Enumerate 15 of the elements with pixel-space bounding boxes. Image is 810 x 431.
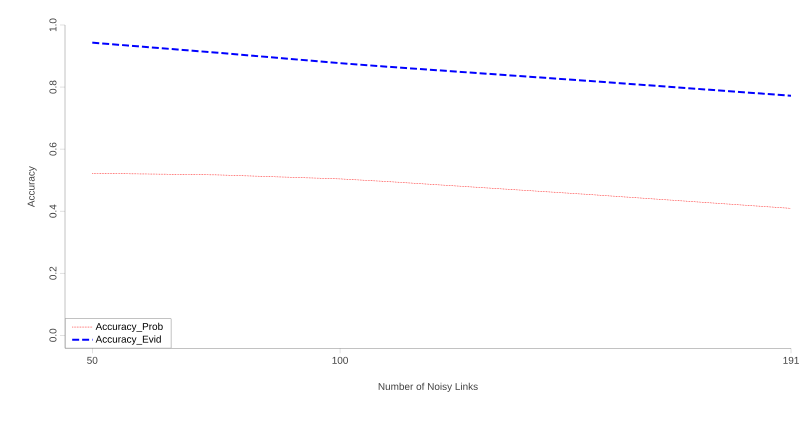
- legend-label: Accuracy_Prob: [96, 322, 163, 332]
- y-tick-label: 0.6: [49, 142, 56, 156]
- y-tick-label: 0.4: [49, 204, 56, 218]
- x-tick-label: 191: [783, 356, 799, 364]
- y-tick-label: 0.2: [49, 266, 56, 280]
- y-tick-label: 0.8: [49, 80, 56, 94]
- y-axis-title: Accuracy: [28, 166, 37, 208]
- y-tick-label: 0.0: [49, 328, 56, 342]
- line-series: [92, 173, 792, 209]
- x-axis-title: Number of Noisy Links: [378, 382, 478, 392]
- legend-label: Accuracy_Evid: [96, 335, 161, 345]
- x-tick-label: 100: [332, 356, 348, 364]
- x-tick-label: 50: [87, 356, 98, 364]
- line-series: [91, 42, 792, 97]
- y-tick-label: 1.0: [49, 18, 56, 32]
